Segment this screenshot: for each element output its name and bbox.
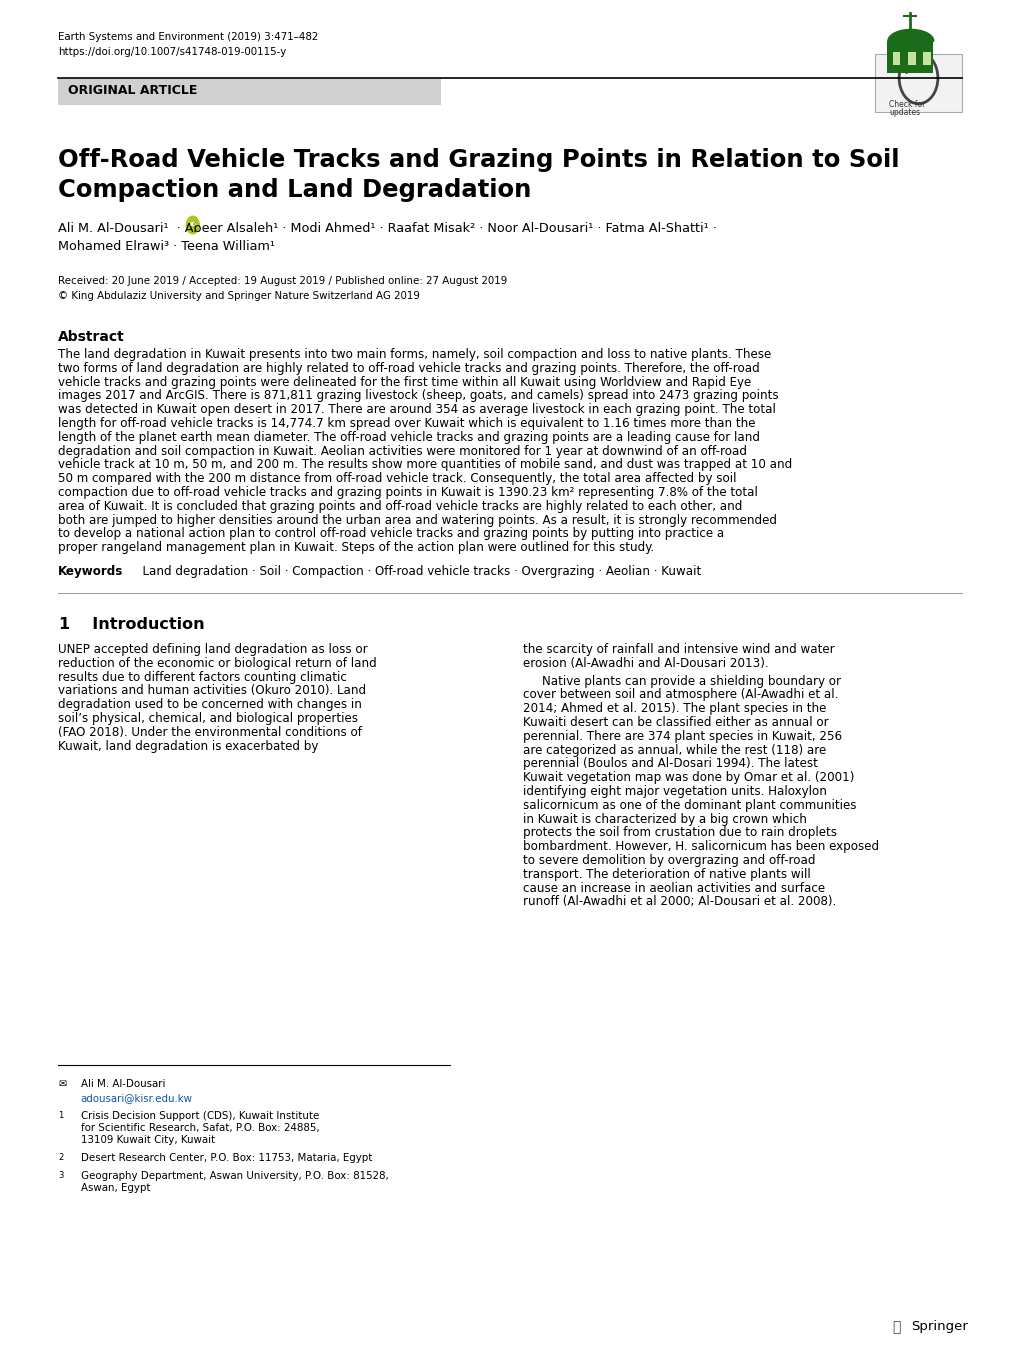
Text: vehicle tracks and grazing points were delineated for the first time within all : vehicle tracks and grazing points were d… (58, 375, 751, 389)
Text: proper rangeland management plan in Kuwait. Steps of the action plan were outlin: proper rangeland management plan in Kuwa… (58, 541, 654, 554)
Text: Mohamed Elrawi³ · Teena William¹: Mohamed Elrawi³ · Teena William¹ (58, 240, 275, 253)
Text: to develop a national action plan to control off-road vehicle tracks and grazing: to develop a national action plan to con… (58, 527, 723, 541)
Text: Desert Research Center, P.O. Box: 11753, Mataria, Egypt: Desert Research Center, P.O. Box: 11753,… (81, 1153, 372, 1163)
FancyBboxPatch shape (907, 53, 915, 65)
Text: Springer: Springer (910, 1320, 967, 1333)
Text: perennial. There are 374 plant species in Kuwait, 256: perennial. There are 374 plant species i… (523, 730, 842, 743)
Text: (FAO 2018). Under the environmental conditions of: (FAO 2018). Under the environmental cond… (58, 726, 362, 738)
Text: cause an increase in aeolian activities and surface: cause an increase in aeolian activities … (523, 882, 824, 894)
Text: cover between soil and atmosphere (Al-Awadhi et al.: cover between soil and atmosphere (Al-Aw… (523, 688, 838, 702)
Text: Received: 20 June 2019 / Accepted: 19 August 2019 / Published online: 27 August : Received: 20 June 2019 / Accepted: 19 Au… (58, 276, 506, 286)
Text: length of the planet earth mean diameter. The off-road vehicle tracks and grazin: length of the planet earth mean diameter… (58, 431, 759, 444)
Text: two forms of land degradation are highly related to off-road vehicle tracks and : two forms of land degradation are highly… (58, 362, 759, 375)
Text: 2: 2 (58, 1153, 63, 1163)
Circle shape (185, 215, 200, 234)
Text: adousari@kisr.edu.kw: adousari@kisr.edu.kw (81, 1093, 193, 1103)
Text: Kuwait, land degradation is exacerbated by: Kuwait, land degradation is exacerbated … (58, 740, 318, 752)
Text: transport. The deterioration of native plants will: transport. The deterioration of native p… (523, 867, 810, 881)
Text: Earth Systems and Environment (2019) 3:471–482: Earth Systems and Environment (2019) 3:4… (58, 33, 318, 42)
Text: Geography Department, Aswan University, P.O. Box: 81528,: Geography Department, Aswan University, … (81, 1171, 388, 1182)
Text: Kuwaiti desert can be classified either as annual or: Kuwaiti desert can be classified either … (523, 715, 828, 729)
Text: reduction of the economic or biological return of land: reduction of the economic or biological … (58, 657, 377, 669)
Text: © King Abdulaziz University and Springer Nature Switzerland AG 2019: © King Abdulaziz University and Springer… (58, 291, 420, 301)
Text: 50 m compared with the 200 m distance from off-road vehicle track. Consequently,: 50 m compared with the 200 m distance fr… (58, 472, 736, 485)
Text: Introduction: Introduction (81, 617, 204, 631)
Text: Kuwait vegetation map was done by Omar et al. (2001): Kuwait vegetation map was done by Omar e… (523, 771, 854, 785)
Text: are categorized as annual, while the rest (118) are: are categorized as annual, while the res… (523, 744, 825, 756)
Text: Aswan, Egypt: Aswan, Egypt (81, 1183, 150, 1192)
Text: 13109 Kuwait City, Kuwait: 13109 Kuwait City, Kuwait (81, 1135, 214, 1145)
Text: https://doi.org/10.1007/s41748-019-00115-y: https://doi.org/10.1007/s41748-019-00115… (58, 47, 286, 57)
Text: perennial (Boulos and Al-Dosari 1994). The latest: perennial (Boulos and Al-Dosari 1994). T… (523, 757, 817, 771)
Text: length for off-road vehicle tracks is 14,774.7 km spread over Kuwait which is eq: length for off-road vehicle tracks is 14… (58, 417, 755, 430)
Text: for Scientific Research, Safat, P.O. Box: 24885,: for Scientific Research, Safat, P.O. Box… (81, 1123, 319, 1133)
Text: erosion (Al-Awadhi and Al-Dousari 2013).: erosion (Al-Awadhi and Al-Dousari 2013). (523, 657, 768, 669)
Text: images 2017 and ArcGIS. There is 871,811 grazing livestock (sheep, goats, and ca: images 2017 and ArcGIS. There is 871,811… (58, 389, 777, 402)
Text: salicornicum as one of the dominant plant communities: salicornicum as one of the dominant plan… (523, 799, 856, 812)
Text: Land degradation · Soil · Compaction · Off-road vehicle tracks · Overgrazing · A: Land degradation · Soil · Compaction · O… (135, 565, 700, 579)
Text: Check for: Check for (889, 100, 924, 108)
Text: to severe demolition by overgrazing and off-road: to severe demolition by overgrazing and … (523, 854, 815, 867)
FancyBboxPatch shape (922, 53, 930, 65)
Text: protects the soil from crustation due to rain droplets: protects the soil from crustation due to… (523, 827, 837, 839)
Text: runoff (Al-Awadhi et al 2000; Al-Dousari et al. 2008).: runoff (Al-Awadhi et al 2000; Al-Dousari… (523, 896, 836, 908)
Text: 1: 1 (58, 617, 69, 631)
Text: area of Kuwait. It is concluded that grazing points and off-road vehicle tracks : area of Kuwait. It is concluded that gra… (58, 500, 742, 512)
Text: ✉: ✉ (58, 1079, 66, 1089)
Text: identifying eight major vegetation units. Haloxylon: identifying eight major vegetation units… (523, 785, 826, 798)
Text: vehicle track at 10 m, 50 m, and 200 m. The results show more quantities of mobi: vehicle track at 10 m, 50 m, and 200 m. … (58, 458, 792, 472)
Text: compaction due to off-road vehicle tracks and grazing points in Kuwait is 1390.2: compaction due to off-road vehicle track… (58, 486, 757, 499)
Text: was detected in Kuwait open desert in 2017. There are around 354 as average live: was detected in Kuwait open desert in 20… (58, 404, 775, 416)
Text: both are jumped to higher densities around the urban area and watering points. A: both are jumped to higher densities arou… (58, 514, 776, 527)
Text: Ⓢ: Ⓢ (892, 1320, 900, 1335)
Text: Keywords: Keywords (58, 565, 123, 579)
Text: ORIGINAL ARTICLE: ORIGINAL ARTICLE (68, 84, 198, 98)
FancyBboxPatch shape (874, 54, 961, 112)
Text: The land degradation in Kuwait presents into two main forms, namely, soil compac: The land degradation in Kuwait presents … (58, 348, 770, 360)
Text: iD: iD (190, 222, 197, 228)
Text: results due to different factors counting climatic: results due to different factors countin… (58, 671, 346, 684)
Text: Off-Road Vehicle Tracks and Grazing Points in Relation to Soil: Off-Road Vehicle Tracks and Grazing Poin… (58, 148, 899, 172)
Text: the scarcity of rainfall and intensive wind and water: the scarcity of rainfall and intensive w… (523, 644, 835, 656)
Text: Ali M. Al-Dousari: Ali M. Al-Dousari (81, 1079, 165, 1089)
Text: Abstract: Abstract (58, 331, 124, 344)
Text: 1: 1 (58, 1111, 63, 1121)
Text: updates: updates (889, 108, 919, 117)
Text: Compaction and Land Degradation: Compaction and Land Degradation (58, 178, 531, 202)
Text: UNEP accepted defining land degradation as loss or: UNEP accepted defining land degradation … (58, 644, 368, 656)
Text: variations and human activities (Okuro 2010). Land: variations and human activities (Okuro 2… (58, 684, 366, 698)
Text: 2014; Ahmed et al. 2015). The plant species in the: 2014; Ahmed et al. 2015). The plant spec… (523, 702, 825, 715)
Text: 3: 3 (58, 1171, 63, 1180)
FancyBboxPatch shape (58, 79, 440, 104)
Text: bombardment. However, H. salicornicum has been exposed: bombardment. However, H. salicornicum ha… (523, 840, 878, 854)
Text: in Kuwait is characterized by a big crown which: in Kuwait is characterized by a big crow… (523, 813, 806, 825)
Text: Crisis Decision Support (CDS), Kuwait Institute: Crisis Decision Support (CDS), Kuwait In… (81, 1111, 319, 1121)
Text: Native plants can provide a shielding boundary or: Native plants can provide a shielding bo… (541, 675, 840, 687)
Text: degradation and soil compaction in Kuwait. Aeolian activities were monitored for: degradation and soil compaction in Kuwai… (58, 444, 746, 458)
FancyBboxPatch shape (892, 53, 900, 65)
Text: Ali M. Al-Dousari¹  · Abeer Alsaleh¹ · Modi Ahmed¹ · Raafat Misak² · Noor Al-Dou: Ali M. Al-Dousari¹ · Abeer Alsaleh¹ · Mo… (58, 222, 716, 234)
Text: soil’s physical, chemical, and biological properties: soil’s physical, chemical, and biologica… (58, 711, 358, 725)
FancyBboxPatch shape (887, 41, 932, 73)
Text: degradation used to be concerned with changes in: degradation used to be concerned with ch… (58, 698, 362, 711)
